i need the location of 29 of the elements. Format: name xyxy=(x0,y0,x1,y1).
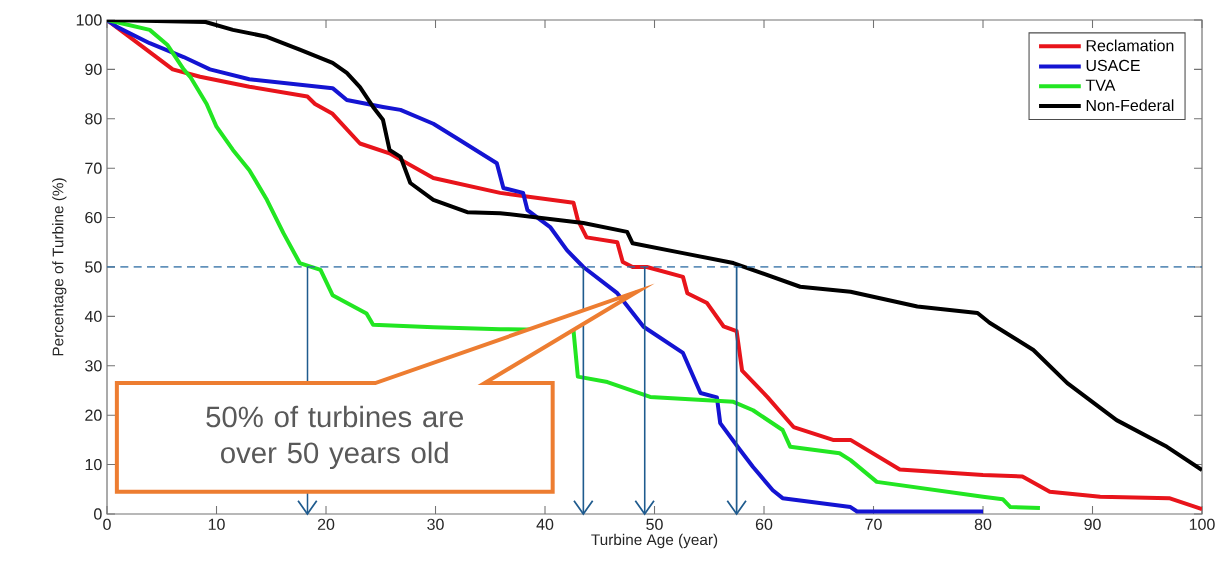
x-tick-label: 60 xyxy=(755,518,773,531)
annotation: 50% of turbines are over 50 years old xyxy=(206,405,464,470)
x-tick-label: 30 xyxy=(427,518,444,531)
legend-label: USACE xyxy=(1086,59,1140,72)
x-tick-label: 90 xyxy=(1084,518,1101,531)
y-axis-title: Percentage of Turbine (%) xyxy=(52,178,67,356)
x-tick-label: 70 xyxy=(865,518,882,531)
y-tick-label: 20 xyxy=(85,409,102,421)
x-tick-label: 20 xyxy=(317,518,335,531)
x-tick-label: 80 xyxy=(974,518,992,531)
y-tick-label: 60 xyxy=(85,211,102,224)
y-tick-label: 80 xyxy=(85,113,102,125)
legend-label: Non-Federal xyxy=(1086,99,1174,112)
y-tick-label: 40 xyxy=(84,310,102,323)
legend-label: Reclamation xyxy=(1086,39,1174,52)
y-tick-label: 30 xyxy=(85,360,102,372)
x-tick-label: 50 xyxy=(646,518,663,531)
x-tick-label: 40 xyxy=(536,518,554,531)
y-tick-label: 0 xyxy=(94,508,102,520)
y-tick-label: 70 xyxy=(85,162,102,174)
x-tick-label: 0 xyxy=(103,518,111,531)
x-tick-label: 10 xyxy=(208,518,225,531)
x-tick-label: 100 xyxy=(1189,518,1215,531)
y-tick-label: 100 xyxy=(76,14,102,26)
y-tick-label: 50 xyxy=(85,261,102,273)
y-tick-label: 10 xyxy=(85,458,102,471)
y-tick-label: 90 xyxy=(85,63,102,76)
x-axis-title: Turbine Age (year) xyxy=(591,533,718,549)
legend-label: TVA xyxy=(1085,79,1116,91)
